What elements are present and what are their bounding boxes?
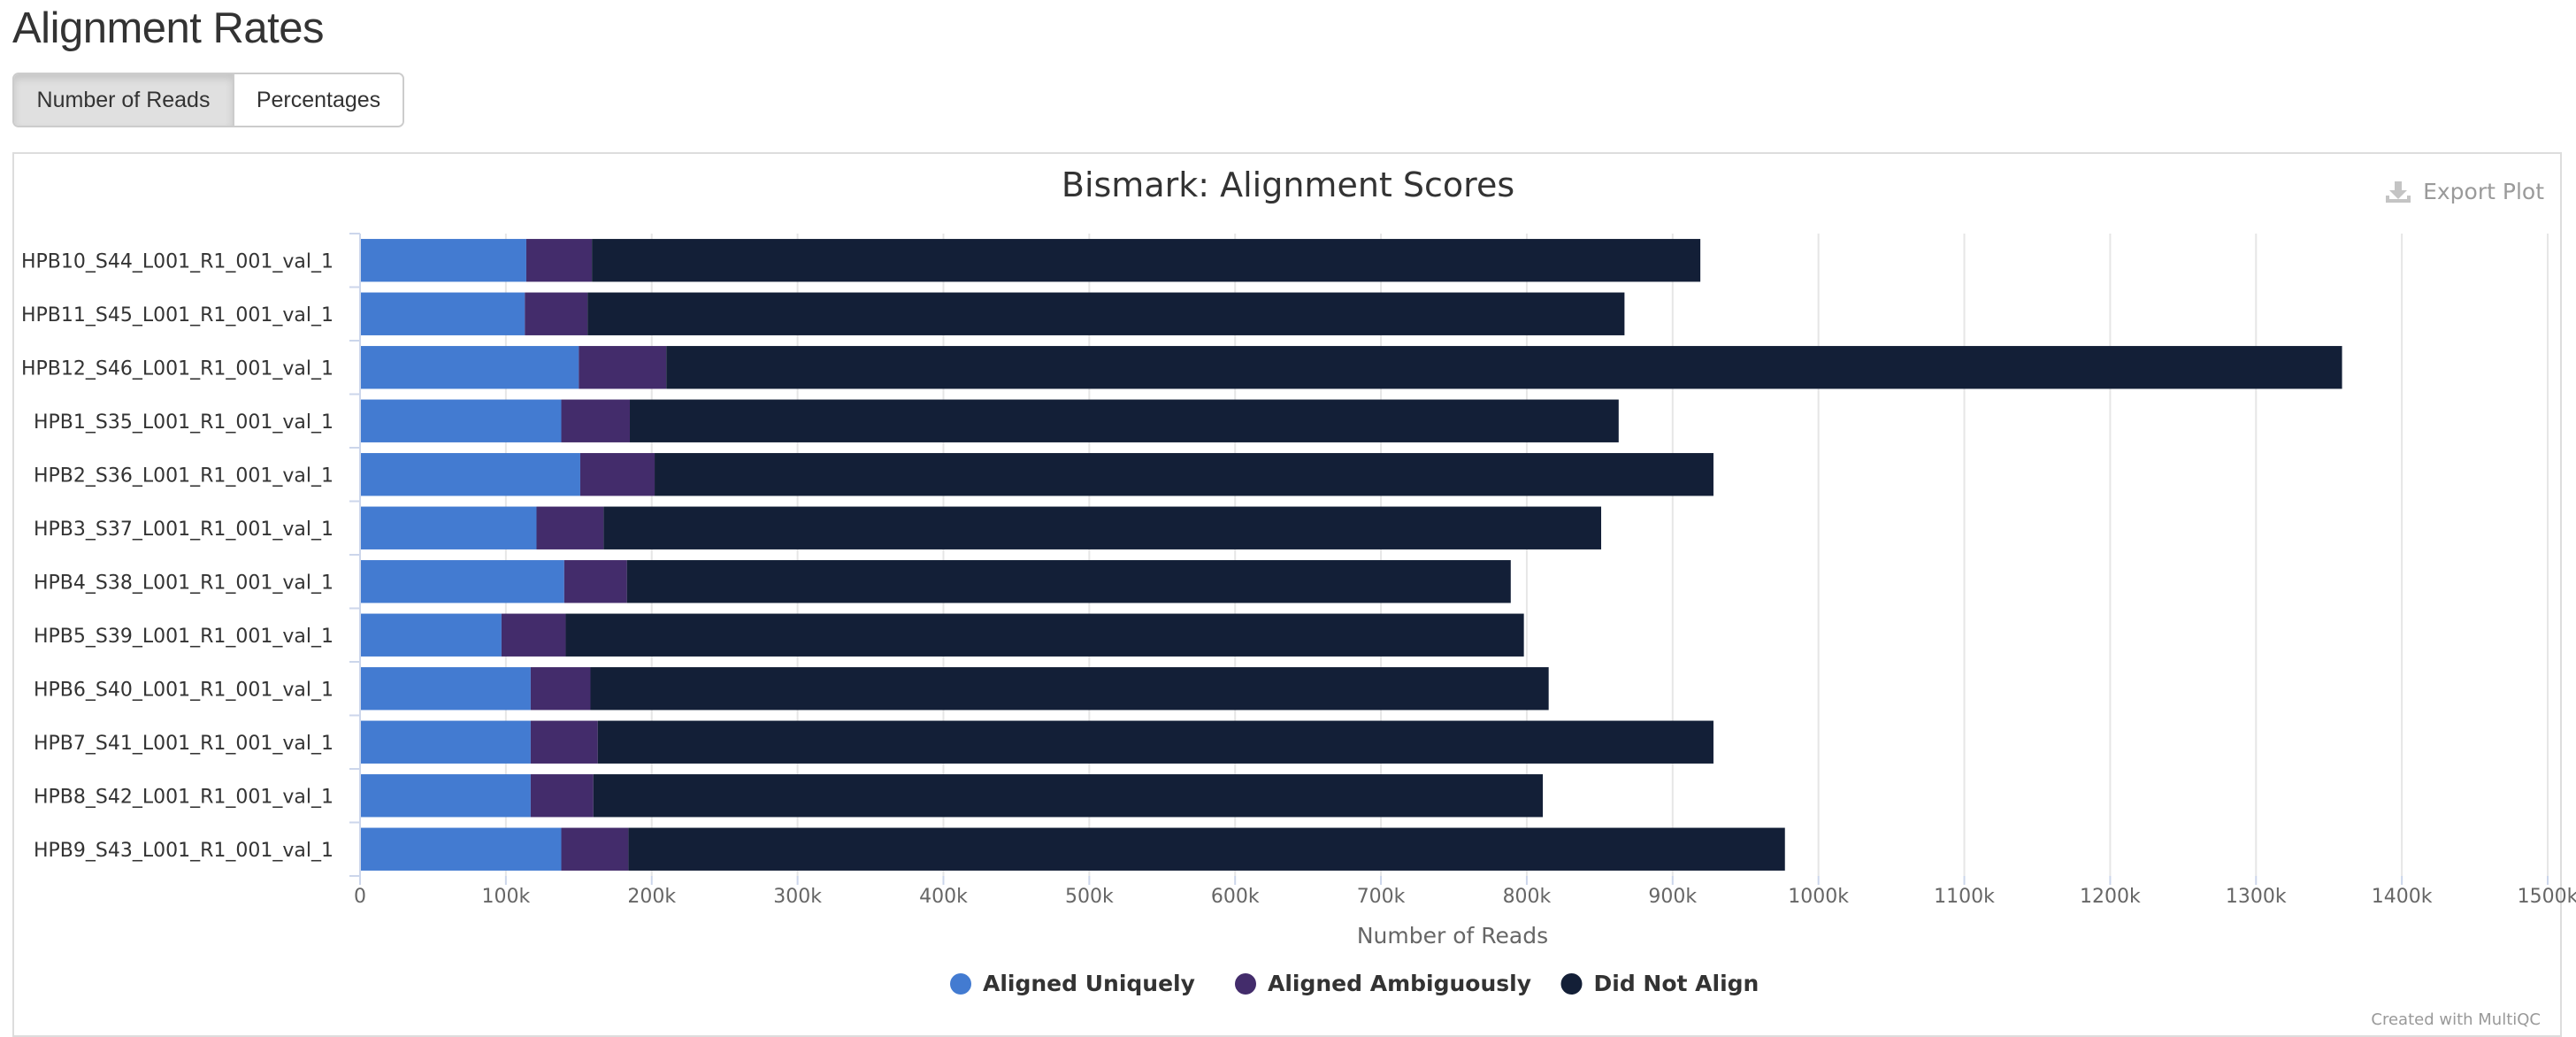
bar-segment[interactable] <box>626 560 1511 603</box>
export-plot-button[interactable]: Export Plot <box>2384 179 2544 204</box>
bar-segment[interactable] <box>360 720 531 764</box>
y-tick-label: HPB4_S38_L001_R1_001_val_1 <box>34 572 334 594</box>
bar-segment[interactable] <box>360 399 562 442</box>
x-tick-label: 600k <box>1211 886 1260 908</box>
download-icon <box>2384 180 2412 204</box>
x-tick-label: 700k <box>1357 886 1406 908</box>
legend-label: Did Not Align <box>1594 971 1760 996</box>
view-toggle: Number of Reads Percentages <box>12 73 404 127</box>
bar-segment[interactable] <box>530 667 591 711</box>
bar-segment[interactable] <box>590 667 1549 711</box>
bar-segment[interactable] <box>628 827 1785 871</box>
legend: Aligned Uniquely Aligned Ambiguously Did N… <box>950 971 1759 996</box>
bar-segment[interactable] <box>530 720 598 764</box>
y-tick-label: HPB3_S37_L001_R1_001_val_1 <box>34 518 334 541</box>
bar-segment[interactable] <box>360 667 531 711</box>
page-title: Alignment Rates <box>12 4 325 52</box>
bar-segment[interactable] <box>360 346 579 389</box>
legend-marker <box>950 973 971 995</box>
number-of-reads-button[interactable]: Number of Reads <box>14 74 234 126</box>
y-tick-label: HPB10_S44_L001_R1_001_val_1 <box>21 250 334 273</box>
bar-segment[interactable] <box>536 506 604 549</box>
bars <box>360 239 2342 871</box>
x-tick-label: 800k <box>1503 886 1552 908</box>
bar-segment[interactable] <box>592 239 1701 282</box>
x-tick-label: 500k <box>1065 886 1114 908</box>
y-tick-label: HPB9_S43_L001_R1_001_val_1 <box>34 840 334 862</box>
x-tick-label: 1200k <box>2080 886 2141 908</box>
gridlines <box>504 234 2549 876</box>
bar-segment[interactable] <box>525 292 588 335</box>
bar-segment[interactable] <box>360 827 562 871</box>
legend-marker <box>1560 973 1583 995</box>
bar-segment[interactable] <box>666 346 2342 389</box>
legend-marker <box>1235 973 1256 995</box>
legend-item[interactable]: Aligned Ambiguously <box>1235 971 1531 996</box>
bar-segment[interactable] <box>561 399 631 442</box>
x-tick-label: 400k <box>919 886 968 908</box>
y-tick-label: HPB6_S40_L001_R1_001_val_1 <box>34 679 334 701</box>
bar-segment[interactable] <box>565 613 1524 657</box>
bar-segment[interactable] <box>501 613 566 657</box>
bar-segment[interactable] <box>655 453 1714 496</box>
legend-label: Aligned Ambiguously <box>1268 971 1531 996</box>
bar-segment[interactable] <box>530 774 594 818</box>
legend-item[interactable]: Did Not Align <box>1560 971 1760 996</box>
bar-segment[interactable] <box>360 613 502 657</box>
y-tick-label: HPB5_S39_L001_R1_001_val_1 <box>34 626 334 648</box>
x-tick-label: 200k <box>627 886 676 908</box>
bar-segment[interactable] <box>603 506 1602 549</box>
legend-item[interactable]: Aligned Uniquely <box>950 971 1195 996</box>
legend-label: Aligned Uniquely <box>983 971 1195 996</box>
bar-segment[interactable] <box>525 239 593 282</box>
x-tick-label: 1000k <box>1788 886 1849 908</box>
bar-segment[interactable] <box>587 292 1625 335</box>
bar-segment[interactable] <box>360 292 525 335</box>
bar-segment[interactable] <box>564 560 627 603</box>
y-tick-label: HPB7_S41_L001_R1_001_val_1 <box>34 733 334 755</box>
y-tick-label: HPB11_S45_L001_R1_001_val_1 <box>21 304 334 326</box>
x-tick-label: 100k <box>481 886 530 908</box>
percentages-button[interactable]: Percentages <box>234 74 402 126</box>
y-tick-label: HPB8_S42_L001_R1_001_val_1 <box>34 786 334 808</box>
bar-segment[interactable] <box>597 720 1714 764</box>
bar-segment[interactable] <box>360 453 580 496</box>
x-axis-title: Number of Reads <box>1357 923 1548 949</box>
x-tick-label: 1400k <box>2372 886 2433 908</box>
y-tick-label: HPB12_S46_L001_R1_001_val_1 <box>21 357 334 380</box>
y-tick-label: HPB2_S36_L001_R1_001_val_1 <box>34 465 334 487</box>
x-tick-label: 900k <box>1648 886 1697 908</box>
chart-title: Bismark: Alignment Scores <box>1062 165 1514 204</box>
x-tick-label: 300k <box>773 886 822 908</box>
bar-segment[interactable] <box>593 774 1544 818</box>
y-tick-label: HPB1_S35_L001_R1_001_val_1 <box>34 411 334 434</box>
x-tick-label: 1300k <box>2226 886 2287 908</box>
x-tick-label: 1500k <box>2518 886 2576 908</box>
export-plot-label: Export Plot <box>2423 179 2544 204</box>
bar-segment[interactable] <box>360 774 531 818</box>
bar-segment[interactable] <box>561 827 629 871</box>
bar-segment[interactable] <box>630 399 1619 442</box>
x-tick-label: 0 <box>354 886 366 908</box>
bar-segment[interactable] <box>360 560 564 603</box>
x-tick-label: 1100k <box>1934 886 1995 908</box>
bar-segment[interactable] <box>579 346 667 389</box>
bar-segment[interactable] <box>360 506 537 549</box>
axes: 0 100k 200k 300k 400k 500k 600k 700k 800k 900k 100… <box>21 233 2576 908</box>
bar-segment[interactable] <box>360 239 526 282</box>
credits-text: Created with MultiQC <box>2371 1010 2541 1029</box>
bar-segment[interactable] <box>579 453 656 496</box>
